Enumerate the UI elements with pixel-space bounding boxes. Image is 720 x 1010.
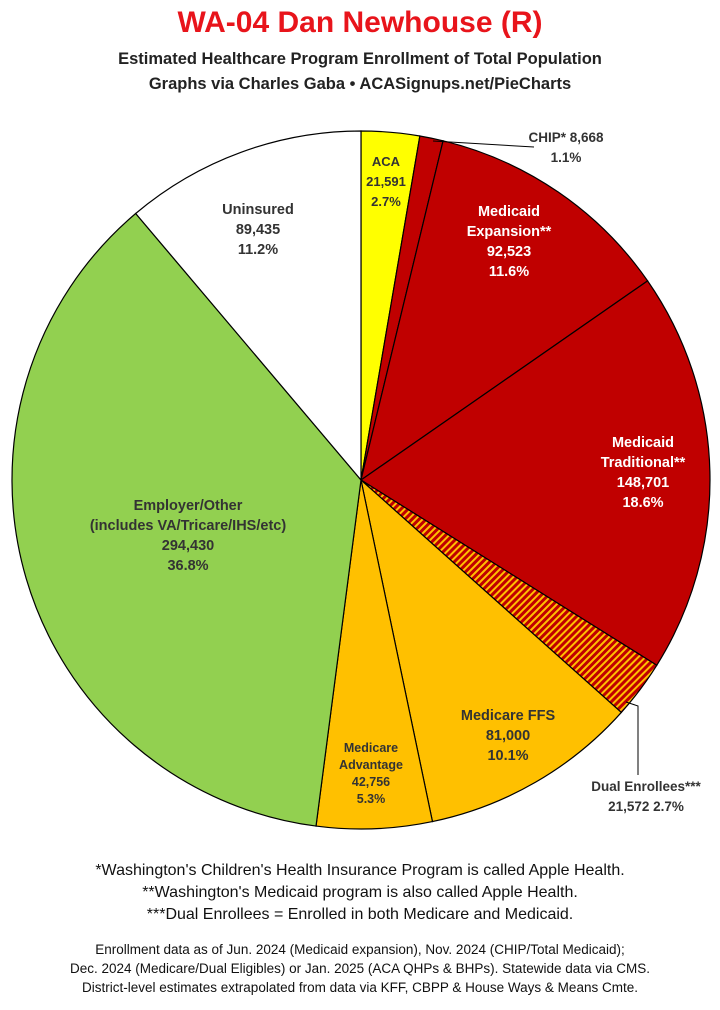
- slice-label-line: Medicare: [344, 741, 398, 755]
- pie-slice-medicaid-expansion: [360, 140, 649, 482]
- slice-label-line: 92,523: [487, 244, 531, 260]
- slice-label-line: Traditional**: [601, 455, 686, 471]
- footnote-medicaid: **Washington's Medicaid program is also …: [142, 884, 578, 901]
- footnote-dual: ***Dual Enrollees = Enrolled in both Med…: [146, 906, 574, 923]
- slice-label-line: 42,756: [352, 775, 390, 789]
- slice-label-line: 81,000: [486, 728, 530, 744]
- slice-label-dual-enrollees: Dual Enrollees*** 21,572 2.7%: [591, 779, 701, 814]
- slice-label-line: 18.6%: [622, 495, 663, 511]
- slice-label-line: CHIP* 8,668: [528, 130, 604, 145]
- chart-title: WA-04 Dan Newhouse (R): [177, 6, 543, 39]
- slice-label-line: 5.3%: [357, 792, 386, 806]
- slice-label-line: 89,435: [236, 222, 280, 238]
- source-note-1: Enrollment data as of Jun. 2024 (Medicai…: [95, 942, 625, 957]
- slice-label-employer-other-includes-va-tricare-ihs-etc: Employer/Other (includes VA/Tricare/IHS/e…: [90, 498, 287, 574]
- slice-label-line: 148,701: [617, 475, 669, 491]
- pie-slice-uninsured: [134, 130, 362, 482]
- pie-slice-employer-other-includes-va-tricare-ihs-etc: [11, 212, 362, 827]
- slice-label-line: 294,430: [162, 538, 214, 554]
- slice-label-line: 21,572 2.7%: [608, 799, 684, 814]
- slice-label-medicaid-expansion: Medicaid Expansion** 92,523 11.6%: [467, 204, 552, 280]
- slice-label-line: Advantage: [339, 758, 403, 772]
- slice-label-line: 2.7%: [371, 194, 401, 209]
- slice-label-line: Medicaid: [612, 435, 674, 451]
- slice-label-uninsured: Uninsured 89,435 11.2%: [222, 202, 294, 258]
- slice-label-line: Uninsured: [222, 202, 294, 218]
- slice-label-line: 11.2%: [238, 242, 278, 258]
- slice-label-line: Dual Enrollees***: [591, 779, 701, 794]
- slice-label-line: 21,591: [366, 174, 406, 189]
- slice-label-line: 10.1%: [487, 748, 528, 764]
- slice-label-line: (includes VA/Tricare/IHS/etc): [90, 518, 287, 534]
- footnote-chip: *Washington's Children's Health Insuranc…: [95, 862, 625, 879]
- slice-label-chip: CHIP* 8,668 1.1%: [528, 130, 604, 165]
- slice-label-medicare-advantage: Medicare Advantage 42,756 5.3%: [339, 741, 403, 806]
- slice-label-line: Employer/Other: [134, 498, 243, 514]
- slice-label-line: Medicaid: [478, 204, 540, 220]
- slice-label-medicaid-traditional: Medicaid Traditional** 148,701 18.6%: [601, 435, 686, 511]
- slice-label-line: Expansion**: [467, 224, 552, 240]
- pie-slice-medicaid-traditional: [359, 280, 711, 667]
- source-note-3: District-level estimates extrapolated fr…: [82, 980, 638, 995]
- chart-credit: Graphs via Charles Gaba • ACASignups.net…: [148, 75, 572, 93]
- slice-label-line: 36.8%: [167, 558, 208, 574]
- slice-label-line: 11.6%: [489, 264, 529, 280]
- slice-label-aca: ACA 21,591 2.7%: [366, 154, 406, 209]
- dual-leader-line: [625, 701, 639, 775]
- chip-leader-line: [432, 140, 535, 148]
- slice-label-line: ACA: [372, 154, 401, 169]
- slice-label-line: 1.1%: [551, 150, 582, 165]
- pie-chart: ACA 21,591 2.7% CHIP* 8,668 1.1% Medicaid Expa…: [11, 130, 711, 830]
- slice-label-line: Medicare FFS: [461, 708, 556, 724]
- slice-label-medicare-ffs: Medicare FFS 81,000 10.1%: [461, 708, 556, 764]
- source-note-2: Dec. 2024 (Medicare/Dual Eligibles) or J…: [70, 961, 650, 976]
- chart-subtitle: Estimated Healthcare Program Enrollment …: [118, 50, 602, 68]
- pie-slice-medicare-ffs: [360, 478, 623, 823]
